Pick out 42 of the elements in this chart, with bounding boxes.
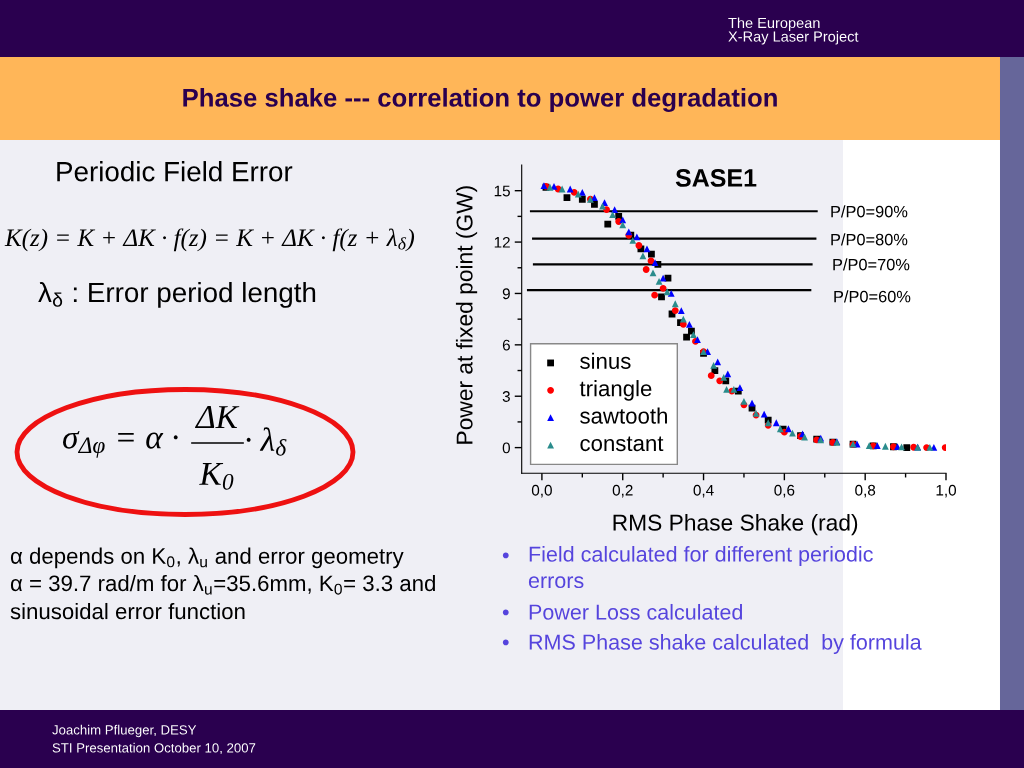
text: ΔK — [194, 406, 240, 429]
y-tick-label: 3 — [502, 391, 510, 402]
text: • — [502, 639, 509, 646]
annotation: P/P0=70% — [833, 258, 910, 271]
y-tick-label: 9 — [502, 288, 510, 300]
annotation: P/P0=90% — [831, 205, 908, 218]
y-axis-title: Power at fixed point (GW) — [455, 186, 478, 444]
text: Periodic Field Error — [57, 161, 293, 182]
y-tick-label: 6 — [502, 339, 510, 351]
text: α = 39.7 rad/m for λ$_{u}$=35.6mm, K$_{0}$= 3.3 and sinusoidal error function — [10, 574, 435, 620]
y-tick-label: 15 — [494, 185, 510, 197]
chart-subtitle: SASE1 — [675, 169, 757, 187]
text: The European X-Ray Laser Project — [728, 17, 859, 45]
text: K$_{0}$ — [199, 463, 234, 490]
legend-label: sinus — [580, 352, 631, 369]
text: α depends on K$_{0}$, λ$_{u}$ and error geometry — [10, 547, 404, 569]
chart-title: Phase shake --- correlation to power degradation — [183, 87, 777, 113]
x-tick-label: 1,0 — [936, 484, 957, 498]
text: K(z) = K + ΔK · f(z) = K + ΔK · f(z + λ$_{δ}$) — [4, 228, 415, 252]
x-tick-label: 0,2 — [612, 484, 633, 498]
x-tick-label: 0,6 — [774, 484, 795, 498]
x-tick-label: 0,8 — [855, 484, 876, 498]
text: Field calculated for different periodic errors — [528, 546, 873, 589]
text: • — [502, 609, 509, 616]
annotation: P/P0=80% — [831, 233, 908, 246]
text: Power Loss calculated — [529, 603, 743, 620]
legend-label: sawtooth — [580, 407, 667, 424]
x-tick-label: 0,0 — [531, 484, 552, 498]
text: σ$_{Δφ}$ = α · — [62, 431, 178, 458]
text: STI Presentation October 10, 2007 — [52, 742, 256, 755]
text: • — [502, 552, 509, 559]
x-tick-label: 0,4 — [693, 484, 714, 498]
text: λ$_{δ}$ : Error period length — [38, 281, 316, 308]
legend-label: triangle — [579, 380, 652, 401]
y-tick-label: 0 — [502, 442, 510, 454]
y-tick-label: 12 — [494, 236, 510, 248]
text: Joachim Pflueger, DESY — [52, 724, 197, 738]
x-axis-title: RMS Phase Shake (rad) — [613, 514, 858, 536]
legend-label: constant — [580, 436, 664, 452]
text: · λ$_{δ}$ — [246, 427, 287, 456]
annotation: P/P0=60% — [834, 290, 911, 303]
text: RMS Phase shake calculated by formula — [529, 633, 922, 655]
